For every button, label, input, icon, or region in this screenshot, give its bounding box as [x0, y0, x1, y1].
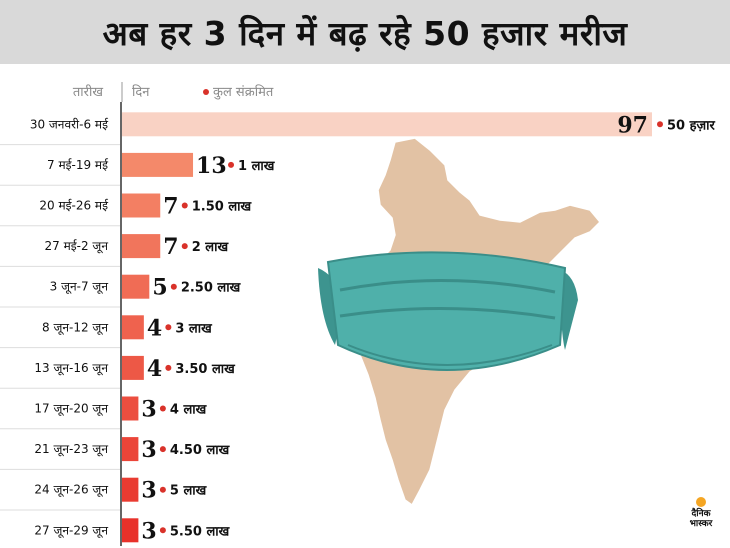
bar — [122, 112, 652, 137]
header-row: तारीख दिन कुल संक्रमित — [73, 82, 274, 102]
category-label: 7 मई-19 मई — [47, 158, 109, 172]
bar-value-label: 3 — [141, 437, 156, 463]
bar — [122, 315, 144, 340]
table-row: 13 जून-16 जून 4 3.50 लाख — [0, 347, 236, 382]
table-row: 7 मई-19 मई 13 1 लाख — [0, 144, 276, 179]
cumulative-label: 2.50 लाख — [181, 281, 242, 296]
category-label: 30 जनवरी-6 मई — [30, 117, 109, 131]
dainik-bhaskar-logo: दैनिक भास्कर — [683, 497, 719, 539]
date-column-header: तारीख — [73, 84, 103, 100]
category-label: 17 जून-20 जून — [34, 402, 108, 417]
bar-value-label: 13 — [196, 153, 227, 179]
bar — [122, 152, 194, 177]
bar-value-label: 3 — [141, 478, 156, 504]
category-label: 24 जून-26 जून — [34, 483, 108, 498]
category-label: 13 जून-16 जून — [34, 361, 108, 376]
bar — [122, 396, 139, 421]
bar — [122, 355, 144, 380]
bar-value-label: 7 — [163, 234, 178, 260]
cumulative-label: 1.50 लाख — [192, 200, 253, 215]
cumulative-bullet — [657, 121, 663, 128]
bar-value-label: 3 — [141, 518, 156, 544]
bar — [122, 518, 139, 543]
table-row: 17 जून-20 जून 3 4 लाख — [0, 387, 208, 423]
table-row: 21 जून-23 जून 3 4.50 लाख — [0, 428, 231, 463]
table-row: 8 जून-12 जून 4 3 लाख — [0, 306, 213, 341]
cumulative-label: 50 हज़ार — [667, 118, 716, 133]
cumulative-bullet — [165, 324, 172, 331]
cumulative-bullet — [159, 446, 166, 453]
days-column-header: दिन — [132, 84, 150, 100]
chart-title: अब हर 3 दिन में बढ़ रहे 50 हजार मरीज — [102, 13, 628, 53]
cumulative-bullet — [159, 486, 166, 493]
table-row: 27 जून-29 जून 3 5.50 लाख — [0, 509, 231, 544]
cumulative-label: 1 लाख — [238, 159, 276, 174]
table-row: 20 मई-26 मई 7 1.50 लाख — [0, 184, 253, 220]
category-label: 27 मई-2 जून — [45, 239, 109, 254]
table-row: 24 जून-26 जून 3 5 लाख — [0, 468, 208, 504]
cumulative-bullet — [165, 364, 172, 371]
bar-value-label: 3 — [141, 397, 156, 423]
cumulative-bullet — [159, 405, 166, 412]
cumulative-label: 5.50 लाख — [170, 524, 231, 539]
bar-rows: 30 जनवरी-6 मई 97 50 हज़ार 7 मई-19 मई 13 1 लाख… — [0, 112, 716, 544]
category-label: 8 जून-12 जून — [42, 320, 108, 335]
bar-value-label: 97 — [617, 112, 648, 138]
table-row: 3 जून-7 जून 5 2.50 लाख — [0, 265, 242, 301]
cumulative-label: 4.50 लाख — [170, 443, 231, 458]
cumulative-bullet — [228, 161, 235, 168]
cumulative-bullet — [170, 283, 177, 290]
bar-value-label: 4 — [147, 356, 162, 382]
logo-line-1: दैनिक — [691, 509, 711, 519]
cumulative-label: 4 लाख — [170, 403, 208, 418]
category-label: 3 जून-7 जून — [50, 280, 109, 295]
cumulative-label: 5 लाख — [170, 484, 208, 499]
bar — [122, 477, 139, 502]
cumulative-label: 3 लाख — [175, 321, 213, 336]
category-label: 27 जून-29 जून — [34, 523, 108, 538]
bar — [122, 274, 150, 299]
cumulative-label: 3.50 लाख — [175, 362, 236, 377]
cumulative-label: 2 लाख — [192, 240, 230, 255]
bar-value-label: 7 — [163, 194, 178, 220]
bar — [122, 234, 161, 259]
bar — [122, 437, 139, 462]
title-bar: अब हर 3 दिन में बढ़ रहे 50 हजार मरीज — [0, 0, 730, 64]
mask-graphic — [318, 251, 578, 371]
cumulative-bullet — [181, 202, 188, 209]
cumulative-column-header: कुल संक्रमित — [213, 84, 274, 100]
bar-value-label: 4 — [147, 315, 162, 341]
table-row: 27 मई-2 जून 7 2 लाख — [0, 225, 230, 260]
legend-bullet — [203, 89, 209, 95]
cumulative-bullet — [181, 243, 188, 250]
category-label: 20 मई-26 मई — [39, 199, 109, 213]
category-label: 21 जून-23 जून — [34, 442, 108, 457]
bar-value-label: 5 — [152, 275, 167, 301]
cumulative-bullet — [159, 527, 166, 534]
logo-sun-icon — [696, 497, 706, 507]
logo-line-2: भास्कर — [689, 519, 713, 529]
bar — [122, 193, 161, 218]
table-row: 30 जनवरी-6 मई 97 50 हज़ार — [30, 112, 716, 138]
